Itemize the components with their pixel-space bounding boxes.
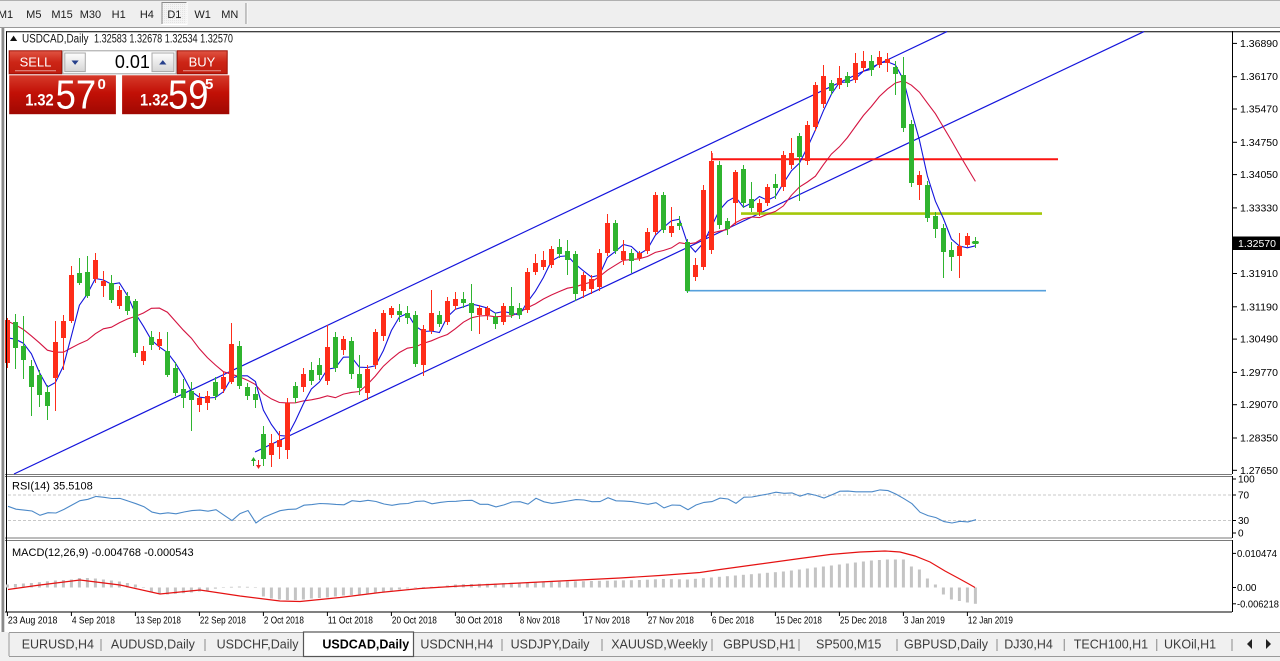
svg-text:1.33330: 1.33330 — [1240, 203, 1278, 214]
svg-text:USDCAD,Daily: USDCAD,Daily — [322, 638, 409, 652]
svg-text:H4: H4 — [140, 9, 154, 21]
svg-text:|: | — [797, 638, 800, 652]
svg-text:1.31190: 1.31190 — [1240, 302, 1278, 313]
svg-text:1.29070: 1.29070 — [1240, 400, 1278, 411]
svg-text:12 Jan 2019: 12 Jan 2019 — [968, 615, 1013, 627]
svg-text:SELL: SELL — [20, 55, 52, 70]
svg-text:|: | — [895, 638, 898, 652]
svg-text:TECH100,H1: TECH100,H1 — [1074, 638, 1148, 652]
svg-text:M5: M5 — [26, 9, 41, 21]
svg-text:-0.006218: -0.006218 — [1237, 599, 1279, 610]
svg-text:13 Sep 2018: 13 Sep 2018 — [136, 615, 181, 627]
svg-text:70: 70 — [1238, 491, 1250, 502]
svg-text:5: 5 — [205, 76, 213, 93]
svg-text:0: 0 — [1238, 529, 1244, 540]
svg-text:1.31910: 1.31910 — [1240, 269, 1278, 280]
svg-text:11 Oct 2018: 11 Oct 2018 — [328, 615, 373, 627]
svg-text:M30: M30 — [80, 9, 101, 21]
svg-text:30: 30 — [1238, 516, 1250, 527]
svg-text:25 Dec 2018: 25 Dec 2018 — [840, 615, 887, 627]
svg-text:1.32583 1.32678 1.32534 1.3257: 1.32583 1.32678 1.32534 1.32570 — [94, 34, 233, 46]
svg-text:22 Sep 2018: 22 Sep 2018 — [200, 615, 246, 627]
svg-text:H1: H1 — [112, 9, 126, 21]
svg-text:1.34750: 1.34750 — [1240, 138, 1278, 149]
svg-text:RSI(14) 35.5108: RSI(14) 35.5108 — [12, 481, 93, 493]
svg-text:0.010474: 0.010474 — [1237, 549, 1277, 560]
svg-text:GBPUSD,Daily: GBPUSD,Daily — [904, 638, 989, 652]
svg-text:|: | — [1155, 638, 1158, 652]
svg-text:0: 0 — [98, 76, 106, 93]
svg-text:|: | — [99, 638, 102, 652]
svg-text:AUDUSD,Daily: AUDUSD,Daily — [111, 638, 196, 652]
svg-text:1.30490: 1.30490 — [1240, 335, 1278, 346]
svg-text:|: | — [1230, 638, 1233, 652]
svg-text:20 Oct 2018: 20 Oct 2018 — [392, 615, 437, 627]
svg-text:UKOil,H1: UKOil,H1 — [1164, 638, 1216, 652]
svg-text:1.32: 1.32 — [140, 91, 169, 110]
svg-text:|: | — [203, 638, 206, 652]
svg-text:|: | — [710, 638, 713, 652]
svg-text:EURUSD,H4: EURUSD,H4 — [22, 638, 94, 652]
svg-text:17 Nov 2018: 17 Nov 2018 — [584, 615, 630, 627]
svg-text:0.01: 0.01 — [115, 52, 150, 72]
svg-text:M15: M15 — [51, 9, 72, 21]
svg-text:|: | — [1063, 638, 1066, 652]
svg-text:USDCNH,H4: USDCNH,H4 — [420, 638, 493, 652]
svg-text:1.32: 1.32 — [25, 91, 54, 110]
svg-text:DJ30,H4: DJ30,H4 — [1004, 638, 1053, 652]
svg-text:USDCAD,Daily: USDCAD,Daily — [22, 34, 89, 46]
svg-text:3 Jan 2019: 3 Jan 2019 — [904, 615, 945, 627]
svg-text:SP500,M15: SP500,M15 — [816, 638, 881, 652]
svg-text:XAUUSD,Weekly: XAUUSD,Weekly — [611, 638, 708, 652]
svg-text:GBPUSD,H1: GBPUSD,H1 — [723, 638, 795, 652]
svg-text:59: 59 — [168, 72, 209, 118]
svg-text:1.35470: 1.35470 — [1240, 105, 1278, 116]
svg-text:M1: M1 — [0, 9, 13, 21]
svg-text:USDCHF,Daily: USDCHF,Daily — [217, 638, 300, 652]
svg-text:|: | — [600, 638, 603, 652]
svg-text:1.36170: 1.36170 — [1240, 72, 1278, 83]
svg-text:|: | — [995, 638, 998, 652]
svg-text:1.27650: 1.27650 — [1240, 466, 1278, 477]
svg-text:USDJPY,Daily: USDJPY,Daily — [511, 638, 591, 652]
svg-text:1.32570: 1.32570 — [1238, 239, 1276, 250]
svg-text:|: | — [500, 638, 503, 652]
svg-text:BUY: BUY — [189, 55, 216, 70]
svg-text:4 Sep 2018: 4 Sep 2018 — [72, 615, 115, 627]
svg-text:2 Oct 2018: 2 Oct 2018 — [264, 615, 304, 627]
svg-text:D1: D1 — [167, 9, 181, 21]
svg-text:1.29770: 1.29770 — [1240, 368, 1278, 379]
svg-text:30 Oct 2018: 30 Oct 2018 — [456, 615, 503, 627]
svg-text:1.36890: 1.36890 — [1240, 39, 1278, 50]
svg-text:23 Aug 2018: 23 Aug 2018 — [8, 615, 58, 627]
svg-text:100: 100 — [1238, 475, 1255, 486]
svg-text:1.34050: 1.34050 — [1240, 170, 1278, 181]
svg-text:W1: W1 — [194, 9, 211, 21]
svg-text:15 Dec 2018: 15 Dec 2018 — [776, 615, 822, 627]
svg-text:MN: MN — [221, 9, 238, 21]
svg-text:0.00: 0.00 — [1237, 583, 1257, 594]
svg-text:27 Nov 2018: 27 Nov 2018 — [648, 615, 694, 627]
svg-text:MACD(12,26,9) -0.004768 -0.000: MACD(12,26,9) -0.004768 -0.000543 — [12, 547, 194, 559]
svg-text:8 Nov 2018: 8 Nov 2018 — [520, 615, 560, 627]
svg-text:1.28350: 1.28350 — [1240, 434, 1278, 445]
svg-text:57: 57 — [56, 72, 97, 118]
svg-text:6 Dec 2018: 6 Dec 2018 — [712, 615, 754, 627]
